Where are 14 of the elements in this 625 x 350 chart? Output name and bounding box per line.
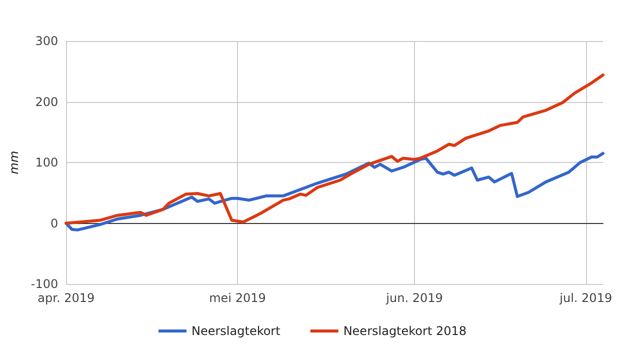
x-tick-label: jul. 2019 (558, 291, 612, 305)
y-tick-label: 300 (35, 34, 58, 48)
x-tick-label: apr. 2019 (38, 291, 95, 305)
line-series (64, 74, 604, 225)
x-tick-label: mei 2019 (209, 291, 266, 305)
y-tick-label: 0 (50, 216, 58, 230)
y-tick-label: 100 (35, 156, 58, 170)
y-tick-label: 200 (35, 94, 58, 109)
line-series (64, 152, 604, 232)
y-tick-label: -100 (30, 277, 58, 291)
y-axis-title: mm (7, 150, 21, 174)
x-tick-label: jun. 2019 (385, 291, 443, 305)
legend-label: Neerslagtekort (192, 324, 281, 338)
legend-label: Neerslagtekort 2018 (343, 324, 467, 338)
